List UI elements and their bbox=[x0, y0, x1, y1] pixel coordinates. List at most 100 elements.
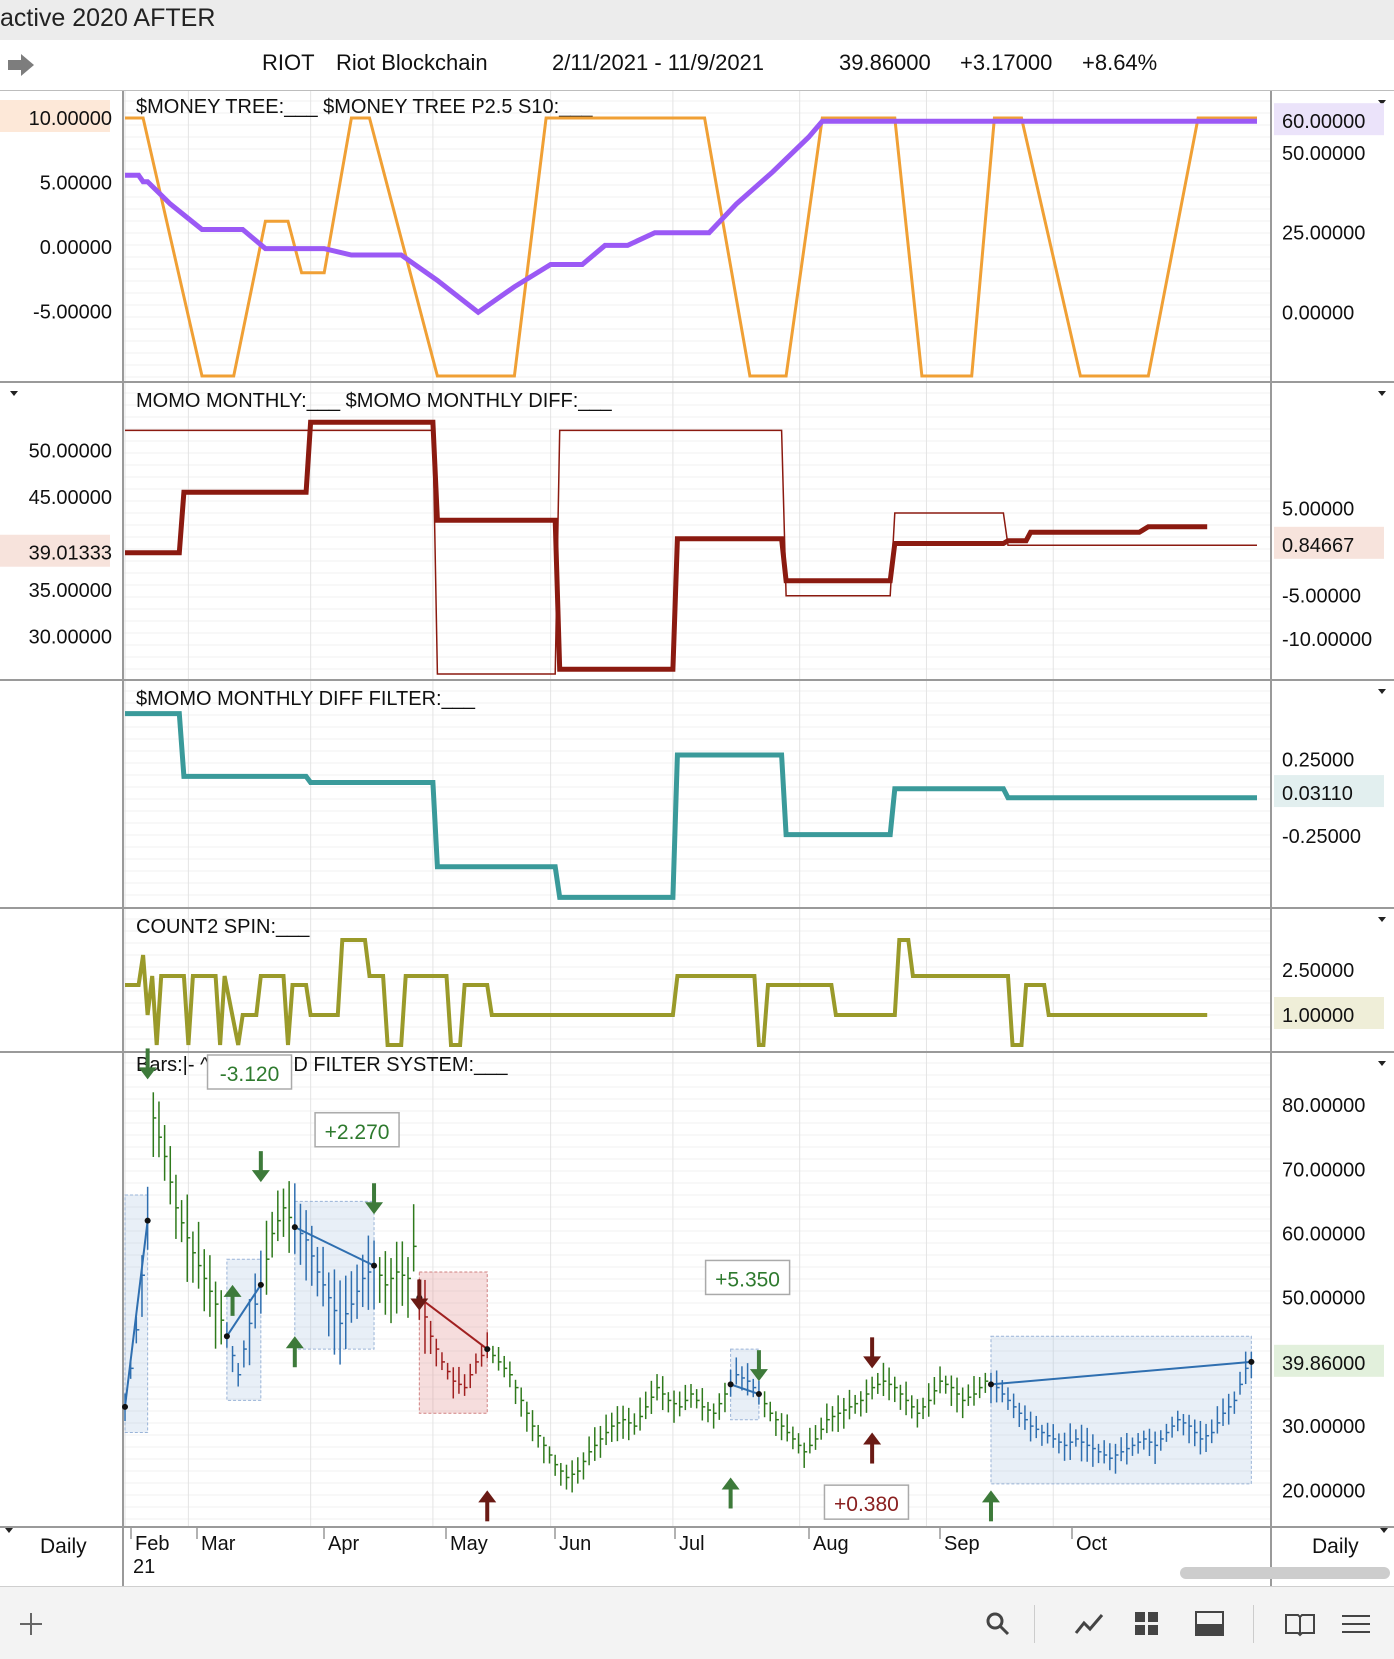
panel-title-momo-monthly: MOMO MONTHLY:___ $MOMO MONTHLY DIFF:___ bbox=[136, 390, 613, 412]
arrow-right-icon[interactable] bbox=[6, 52, 36, 78]
panel-layout-icon[interactable] bbox=[1195, 1611, 1225, 1637]
left-axis-line bbox=[122, 91, 124, 1586]
momo-monthly-left-tick: 35.00000 bbox=[29, 580, 112, 602]
money-tree-right-tick: 50.00000 bbox=[1282, 143, 1365, 165]
panel-title-price-bars: Bars:|- ^-----> MMD FILTER SYSTEM:___ bbox=[136, 1054, 508, 1076]
mmd-filter-line bbox=[730, 1383, 760, 1395]
momo-monthly-left-tick: 50.00000 bbox=[29, 440, 112, 462]
symbol-ticker: RIOT bbox=[262, 50, 315, 75]
mmd-filter-line bbox=[226, 1284, 262, 1337]
series-money-tree-line bbox=[125, 116, 1257, 378]
exit-dot bbox=[755, 1391, 762, 1398]
buy-arrow-stem bbox=[870, 1443, 875, 1464]
count2-spin-right-tick: 1.00000 bbox=[1282, 1005, 1354, 1027]
sell-arrow-stem bbox=[372, 1183, 377, 1204]
x-year-label: 21 bbox=[133, 1556, 155, 1578]
period-right-chevron-icon[interactable] bbox=[1380, 1528, 1388, 1533]
diff-filter-right-tick: 0.25000 bbox=[1282, 750, 1354, 772]
trade-result-label: +5.350 bbox=[715, 1268, 780, 1291]
sell-arrow-stem bbox=[258, 1151, 263, 1172]
buy-arrow-stem bbox=[728, 1488, 733, 1509]
panel-menu-right-icon[interactable] bbox=[1378, 100, 1386, 105]
panel-menu-left-icon[interactable] bbox=[10, 391, 18, 396]
last-price: 39.86000 bbox=[839, 50, 931, 75]
sell-arrow-icon bbox=[365, 1202, 384, 1215]
add-icon[interactable] bbox=[18, 1611, 44, 1637]
entry-dot bbox=[122, 1403, 128, 1410]
bottom-toolbar bbox=[0, 1586, 1394, 1659]
price-right-tick: 80.00000 bbox=[1282, 1095, 1365, 1117]
series-diff-filter-line bbox=[125, 711, 1257, 900]
mmd-filter-line bbox=[418, 1296, 488, 1350]
panel-separator bbox=[0, 907, 1394, 909]
window-title: active 2020 AFTER bbox=[0, 4, 216, 32]
price-right-tick: 50.00000 bbox=[1282, 1288, 1365, 1310]
diff-filter-right-tick: -0.25000 bbox=[1282, 826, 1361, 848]
panel-menu-right-icon[interactable] bbox=[1378, 1061, 1386, 1066]
momo-monthly-left-tick: 30.00000 bbox=[29, 627, 112, 649]
window-titlebar: active 2020 AFTER bbox=[0, 0, 1394, 41]
momo-monthly-right-tick: 5.00000 bbox=[1282, 499, 1354, 521]
buy-arrow-icon bbox=[981, 1490, 1000, 1503]
right-axis-line bbox=[1270, 91, 1272, 1586]
chart-area: $MONEY TREE:___ $MONEY TREE P2.5 S10:___… bbox=[0, 91, 1394, 1586]
current-value-badge bbox=[1274, 997, 1384, 1029]
trade-label-box bbox=[704, 1259, 791, 1296]
chart-background bbox=[0, 91, 1394, 1586]
mmd-filter-line bbox=[124, 1220, 149, 1407]
sell-arrow-icon bbox=[749, 1369, 768, 1382]
panel-separator bbox=[0, 1526, 1394, 1528]
buy-arrow-icon bbox=[721, 1477, 740, 1490]
money-tree-left-tick: -5.00000 bbox=[33, 302, 112, 324]
date-range: 2/11/2021 - 11/9/2021 bbox=[552, 50, 765, 75]
price-change-pct: +8.64% bbox=[1082, 50, 1158, 75]
symbol-name: Riot Blockchain bbox=[336, 50, 488, 75]
diff-filter-right-tick: 0.03110 bbox=[1282, 783, 1353, 805]
price-right-tick: 30.00000 bbox=[1282, 1416, 1365, 1438]
trade-label-box bbox=[206, 1054, 293, 1090]
menu-icon[interactable] bbox=[1341, 1613, 1371, 1635]
search-icon[interactable] bbox=[985, 1611, 1011, 1637]
entry-dot bbox=[291, 1224, 298, 1231]
current-value-badge bbox=[1274, 1344, 1384, 1377]
x-tick-label: May bbox=[450, 1533, 488, 1555]
mmd-filter-line bbox=[990, 1360, 1252, 1386]
trade-range-box bbox=[730, 1348, 760, 1421]
mmd-filter-line bbox=[294, 1226, 375, 1267]
x-tick-label: Apr bbox=[328, 1533, 359, 1555]
period-left-chevron-icon[interactable] bbox=[5, 1528, 13, 1533]
panel-separator bbox=[0, 679, 1394, 681]
money-tree-left-tick: 10.00000 bbox=[29, 108, 112, 130]
money-tree-right-tick: 0.00000 bbox=[1282, 302, 1354, 324]
sell-arrow-stem bbox=[870, 1337, 875, 1358]
x-tick-label: Aug bbox=[813, 1533, 849, 1555]
panel-menu-right-icon[interactable] bbox=[1378, 391, 1386, 396]
money-tree-right-tick: 25.00000 bbox=[1282, 223, 1365, 245]
x-tick-label: Feb bbox=[135, 1533, 169, 1555]
sell-arrow-icon bbox=[863, 1356, 882, 1369]
price-right-tick: 20.00000 bbox=[1282, 1480, 1365, 1502]
entry-dot bbox=[987, 1381, 994, 1388]
momo-monthly-right-tick: -5.00000 bbox=[1282, 586, 1361, 608]
horizontal-scrollbar[interactable] bbox=[1180, 1567, 1390, 1579]
buy-arrow-stem bbox=[485, 1501, 490, 1522]
panel-menu-right-icon[interactable] bbox=[1378, 917, 1386, 922]
buy-arrow-icon bbox=[223, 1284, 242, 1297]
trade-range-box bbox=[990, 1335, 1252, 1485]
line-chart-icon[interactable] bbox=[1074, 1611, 1104, 1637]
exit-dot bbox=[1248, 1358, 1255, 1365]
trade-label-box bbox=[823, 1484, 910, 1520]
price-right-tick: 60.00000 bbox=[1282, 1224, 1365, 1246]
buy-arrow-icon bbox=[285, 1336, 304, 1349]
x-tick-label: Jul bbox=[679, 1533, 705, 1555]
book-icon[interactable] bbox=[1284, 1611, 1316, 1637]
buy-arrow-icon bbox=[863, 1432, 882, 1445]
sell-arrow-icon bbox=[251, 1170, 270, 1183]
current-value-badge bbox=[1274, 526, 1384, 559]
exit-dot bbox=[371, 1262, 378, 1269]
current-value-badge bbox=[0, 100, 110, 132]
panel-menu-right-icon[interactable] bbox=[1378, 689, 1386, 694]
buy-arrow-stem bbox=[988, 1501, 993, 1522]
grid-icon[interactable] bbox=[1134, 1611, 1160, 1637]
series-count2-spin-line bbox=[125, 938, 1208, 1047]
